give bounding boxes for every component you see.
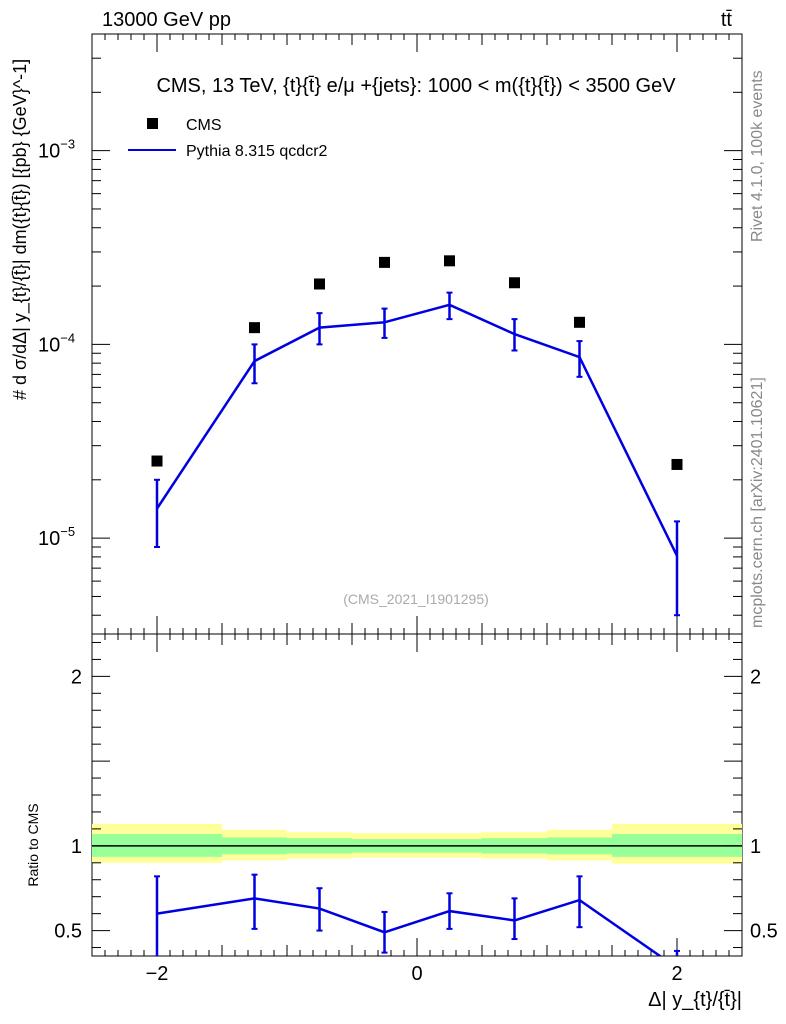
main-data-point [671,458,683,470]
main-y-tick-label: 10−3 [38,137,75,163]
main-mc-series [154,291,680,617]
ratio-y-tick-labels: 0.5 0.5 1 1 2 2 [54,666,778,942]
ratio-y-tick-label-right: 1 [750,836,761,858]
ratio-y-label: Ratio to CMS [25,803,41,886]
ratio-uncertainty-bands [92,823,742,864]
main-mc-line [155,303,679,557]
main-axis-ticks [91,33,743,634]
main-data-point [444,255,455,267]
ratio-y-tick-label: 0.5 [54,921,82,943]
rivet-label: Rivet 4.1.0, 100k events [749,70,766,242]
main-data-series [151,255,683,470]
main-y-tick-labels: 10−3 10−4 10−5 [38,137,75,550]
analysis-tag: (CMS_2021_I1901295) [343,591,489,607]
ratio-mc-series [154,873,680,956]
legend-cms-label: CMS [186,117,222,134]
x-tick-label: 2 [671,963,682,985]
main-y-label: # d σ/dΔ| y_{t}/{t̄}| dm({t}{t̄}) [{pb} … [10,59,31,400]
main-data-point [509,277,520,289]
main-data-point [379,256,390,268]
main-data-point [249,322,260,334]
legend-mc-label: Pythia 8.315 qcdcr2 [186,143,328,160]
x-tick-labels: −2 0 2 [146,963,683,985]
header-left: 13000 GeV pp [102,9,231,31]
main-y-tick-label: 10−4 [38,330,75,356]
ratio-panel: 0.5 0.5 1 1 2 2 −2 0 2 Ratio to CMS Δ| y_{t}/{t… [25,633,778,1011]
main-data-point [574,316,585,328]
main-data-point [151,455,163,467]
main-data-point [314,278,325,290]
ratio-y-tick-label-right: 2 [750,666,761,688]
ratio-y-tick-label-right: 0.5 [750,921,778,943]
header-right: tt̄ [721,9,733,31]
main-title: CMS, 13 TeV, {t}{t̄} e/μ +{jets}: 1000 <… [156,75,676,97]
mcplots-label: mcplots.cern.ch [arXiv:2401.10621] [749,377,766,628]
x-axis-label: Δ| y_{t}/{t̄}| [648,989,742,1011]
ratio-mc-line [156,897,663,956]
x-tick-label: −2 [146,963,169,985]
main-panel: 10−3 10−4 10−5 CMS, 13 TeV, {t}{t̄} e/μ +{… [10,33,743,635]
ratio-y-tick-label: 2 [71,666,82,688]
legend-cms-marker [147,118,158,129]
main-y-tick-label: 10−5 [38,524,75,550]
ratio-y-tick-label: 1 [71,836,82,858]
legend: CMS Pythia 8.315 qcdcr2 [128,117,328,160]
x-tick-label: 0 [411,963,422,985]
